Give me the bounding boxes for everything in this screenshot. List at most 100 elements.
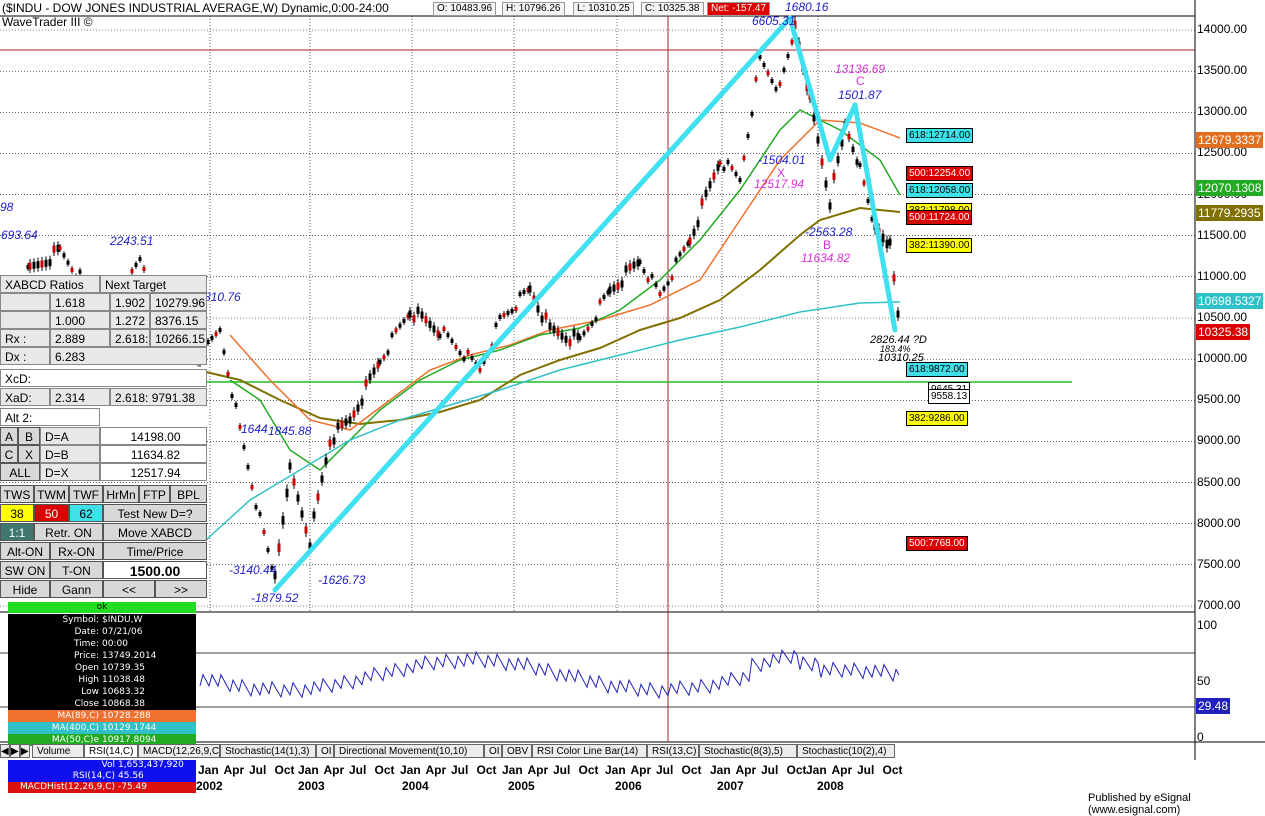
price-bar-body	[858, 163, 862, 167]
annotation-low-1845: 1845.88	[268, 424, 312, 438]
indicator-tab[interactable]: RSI(14,C)	[84, 744, 138, 758]
price-bar-body	[138, 257, 142, 261]
price-bar-body	[398, 323, 402, 328]
tab-tws[interactable]: TWS	[0, 485, 34, 503]
price-bar-body	[250, 485, 254, 489]
price-bar-body	[48, 259, 52, 267]
price-bar-body	[688, 237, 692, 245]
price-bar-body	[226, 372, 230, 376]
tab-scroll-right-icon[interactable]: ▶	[10, 744, 20, 758]
indicator-row: RSI(14,C) 45.56	[8, 771, 196, 782]
prev-button[interactable]: <<	[103, 580, 155, 598]
indicator-tab[interactable]: Stochastic(10(2),4)	[797, 744, 895, 758]
t-on-button[interactable]: T-ON	[50, 561, 103, 579]
price-bar-body	[242, 445, 246, 449]
count-62[interactable]: 62	[69, 504, 103, 522]
alt-a-button[interactable]: A	[0, 427, 18, 445]
price-bar-body	[332, 437, 336, 445]
alt-x-button[interactable]: X	[18, 445, 40, 463]
indicator-tab[interactable]: MACD(12,26,9,C)	[138, 744, 222, 758]
price-bar-body	[793, 20, 797, 30]
alt-all-button[interactable]: ALL	[0, 463, 40, 481]
price-bar-body	[494, 323, 498, 327]
price-tick: 13500.00	[1197, 63, 1248, 78]
amount-field[interactable]: 1500.00	[103, 561, 207, 579]
price-bar-body	[851, 146, 855, 153]
rsi-value-tag: 29.48	[1196, 698, 1231, 714]
price-bar-body	[58, 246, 62, 250]
tab-ftp[interactable]: FTP	[139, 485, 170, 503]
month-label: Jan	[198, 763, 219, 777]
sw-on-button[interactable]: SW ON	[0, 561, 50, 579]
ma-row: MA(50,C)e 10917.8094	[8, 734, 196, 746]
indicator-tab[interactable]: OI	[316, 744, 334, 758]
rx-on-button[interactable]: Rx-ON	[50, 542, 103, 560]
count-50[interactable]: 50	[34, 504, 69, 522]
price-bar-body	[576, 332, 580, 340]
pattern-leg	[272, 15, 793, 593]
retr-on-button[interactable]: Retr. ON	[34, 523, 103, 541]
data-window-row: High 11038.48	[8, 674, 196, 686]
ratio-1-1-button[interactable]: 1:1	[0, 523, 34, 541]
price-bar-body	[470, 356, 474, 360]
year-label: 2004	[402, 779, 429, 793]
price-bar-body	[722, 167, 726, 171]
gann-button[interactable]: Gann	[50, 580, 103, 598]
xad-label: XaD:	[0, 388, 50, 406]
year-label: 2007	[717, 779, 744, 793]
next-button[interactable]: >>	[155, 580, 207, 598]
price-tick: 10500.00	[1197, 310, 1248, 324]
indicator-tab[interactable]: RSI Color Line Bar(14)	[532, 744, 647, 758]
ma-row: MA(400,C) 10129.1744	[8, 722, 196, 734]
price-bar-body	[654, 283, 658, 287]
tab-bpl[interactable]: BPL	[170, 485, 207, 503]
alt-on-button[interactable]: Alt-ON	[0, 542, 50, 560]
indicator-tab[interactable]: OI	[484, 744, 502, 758]
tab-twm[interactable]: TWM	[34, 485, 69, 503]
indicator-tab[interactable]: Directional Movement(10,10)	[334, 744, 484, 758]
tab-twf[interactable]: TWF	[69, 485, 103, 503]
footer-credit: Published by eSignal (www.esignal.com)	[1088, 792, 1191, 816]
indicator-tab[interactable]: Stochastic(8(3),5)	[699, 744, 797, 758]
indicator-tab[interactable]: OBV	[502, 744, 532, 758]
tab-scroll-end-icon[interactable]: ▶	[20, 744, 30, 758]
price-bar-body	[340, 420, 344, 428]
price-bar-body	[646, 278, 650, 282]
rsi-tick-0: 0	[1197, 730, 1204, 744]
price-bar-body	[598, 299, 602, 304]
data-value: 10868.38	[102, 699, 145, 709]
count-38[interactable]: 38	[0, 504, 34, 522]
price-bar-body	[320, 475, 324, 483]
next-target-header: Next Target	[100, 275, 207, 293]
grid-lines	[0, 16, 1195, 708]
time-price-button[interactable]: Time/Price	[103, 542, 207, 560]
annotation-peak-label: 6605.31	[752, 14, 796, 28]
alt-b-button[interactable]: B	[18, 427, 40, 445]
ratio-row-2-value: 1.000	[50, 311, 110, 329]
move-xabcd-button[interactable]: Move XABCD	[103, 523, 207, 541]
data-value: 07/21/06	[102, 627, 143, 637]
rsi-tick-50: 50	[1197, 674, 1211, 688]
price-bar-body	[502, 313, 506, 317]
price-bar-body	[766, 71, 770, 75]
price-tick: 9500.00	[1197, 392, 1241, 407]
indicator-tab[interactable]: RSI(13,C)	[647, 744, 699, 758]
price-tick: 9000.00	[1197, 433, 1241, 448]
indicator-tab[interactable]: Volume	[32, 744, 84, 758]
xad-target: 2.618: 9791.38	[110, 388, 207, 406]
price-bar-body	[602, 295, 606, 299]
alt-c-button[interactable]: C	[0, 445, 18, 463]
xabcd-pattern[interactable]	[272, 15, 898, 593]
price-bar-body	[782, 68, 786, 72]
tab-scroll-left-icon[interactable]: ◀	[0, 744, 10, 758]
price-bar-body	[536, 305, 540, 313]
data-window-bottom: Vol 1,653,437,920 RSI(14,C) 45.56 MACDHist(1…	[8, 760, 196, 793]
pattern-leg	[852, 102, 898, 333]
indicator-tab[interactable]: Stochastic(14(1),3)	[220, 744, 316, 758]
tab-hrmn[interactable]: HrMn	[103, 485, 139, 503]
hide-button[interactable]: Hide	[0, 580, 50, 598]
test-new-d-button[interactable]: Test New D=?	[103, 504, 207, 522]
price-bar-body	[518, 292, 522, 296]
price-bar-body	[608, 286, 612, 294]
